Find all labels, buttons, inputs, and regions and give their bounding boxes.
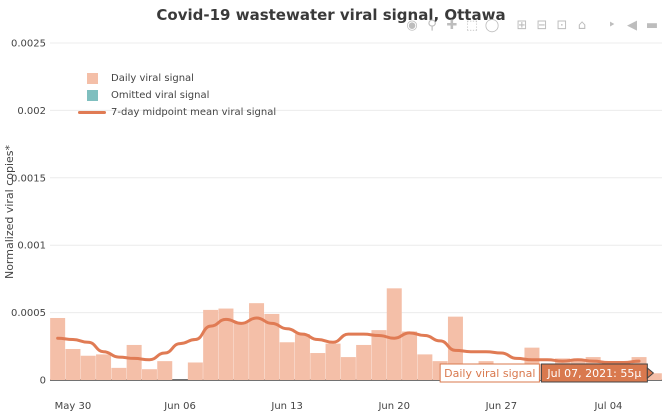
daily-bar[interactable] <box>402 331 418 380</box>
modebar: ◉ ⚲ ✚ ⬚ ◯ ⊞ ⊟ ⊡ ⌂ ‣ ◀ ▬ <box>404 17 660 35</box>
daily-bar[interactable] <box>203 309 219 380</box>
hover-series-label: Daily viral signal <box>444 367 535 380</box>
daily-bar[interactable] <box>340 357 356 380</box>
daily-bar[interactable] <box>646 373 662 380</box>
legend-item-omitted[interactable]: Omitted viral signal <box>77 87 276 104</box>
daily-bar[interactable] <box>157 361 173 380</box>
autoscale-icon[interactable]: ⊡ <box>556 18 568 33</box>
x-tick-label: May 30 <box>55 401 92 412</box>
daily-bar[interactable] <box>310 353 326 380</box>
daily-bar[interactable] <box>279 342 295 380</box>
daily-bar[interactable] <box>187 362 203 380</box>
x-tick-label: Jun 20 <box>377 401 410 412</box>
daily-bar[interactable] <box>126 344 142 380</box>
box-select-icon[interactable]: ⬚ <box>465 18 479 33</box>
daily-bar[interactable] <box>65 348 81 380</box>
daily-bar[interactable] <box>249 303 265 380</box>
legend-label-daily: Daily viral signal <box>111 73 194 84</box>
x-tick-label: Jun 13 <box>270 401 303 412</box>
daily-bar[interactable] <box>386 288 402 380</box>
legend: Daily viral signal Omitted viral signal … <box>77 70 276 121</box>
x-axis-ticks: May 30 Jun 06 Jun 13 Jun 20 Jun 27 Jul 04 <box>55 401 623 412</box>
daily-bar[interactable] <box>50 317 66 380</box>
legend-item-mean[interactable]: 7-day midpoint mean viral signal <box>77 104 276 121</box>
daily-bar[interactable] <box>141 369 157 380</box>
zoom-out-icon[interactable]: ⊟ <box>536 18 548 33</box>
y-tick-label: 0.001 <box>17 241 46 252</box>
hover-closest-icon[interactable]: ◀ <box>627 18 637 33</box>
daily-bar[interactable] <box>233 322 249 380</box>
y-axis-label: Normalized viral copies* <box>3 144 16 279</box>
hover-series-box <box>439 363 540 383</box>
zoom-in-icon[interactable]: ⊞ <box>516 18 528 33</box>
lasso-select-icon[interactable]: ◯ <box>484 18 500 33</box>
daily-bar[interactable] <box>96 354 112 380</box>
zoom-icon[interactable]: ⚲ <box>427 18 437 33</box>
y-tick-label: 0.0025 <box>11 39 46 50</box>
camera-icon[interactable]: ◉ <box>406 18 418 33</box>
legend-swatch-mean <box>78 111 106 114</box>
hover-value-text: Jul 07, 2021: 55μ <box>546 367 641 380</box>
legend-swatch-daily <box>86 73 98 84</box>
hover-compare-icon[interactable]: ▬ <box>645 18 659 33</box>
legend-label-mean: 7-day midpoint mean viral signal <box>111 107 277 118</box>
legend-item-daily[interactable]: Daily viral signal <box>77 70 276 87</box>
y-tick-label: 0.002 <box>17 106 46 117</box>
x-tick-label: Jun 06 <box>163 401 196 412</box>
pan-icon[interactable]: ✚ <box>446 18 458 33</box>
y-tick-label: 0.0015 <box>11 173 46 184</box>
legend-swatch-omitted <box>86 90 98 101</box>
mean-line[interactable] <box>56 316 641 364</box>
daily-bar[interactable] <box>80 355 96 380</box>
y-tick-label: 0 <box>40 376 46 387</box>
daily-bar[interactable] <box>294 334 310 380</box>
daily-bar[interactable] <box>325 343 341 380</box>
chart-title: Covid-19 wastewater viral signal, Ottawa <box>156 6 506 24</box>
x-tick-label: Jul 04 <box>593 401 622 412</box>
spike-lines-icon[interactable]: ‣ <box>608 18 616 33</box>
mean-line-layer <box>56 316 641 364</box>
hover-value-box: Jul 07, 2021: 55μ <box>540 363 655 383</box>
daily-bar[interactable] <box>111 367 127 380</box>
x-tick-label: Jun 27 <box>485 401 518 412</box>
hover-tooltip: Jul 07, 2021: 55μ Daily viral signal <box>439 363 655 383</box>
y-tick-label: 0.0005 <box>11 308 46 319</box>
legend-label-omitted: Omitted viral signal <box>111 90 210 101</box>
daily-bar[interactable] <box>371 330 387 380</box>
y-axis-ticks: 0 0.0005 0.001 0.0015 0.002 0.0025 <box>11 39 46 387</box>
daily-bar[interactable] <box>264 313 280 380</box>
home-icon[interactable]: ⌂ <box>577 18 587 33</box>
daily-bar[interactable] <box>356 344 372 380</box>
daily-bar[interactable] <box>417 354 433 380</box>
daily-bar[interactable] <box>218 308 234 380</box>
